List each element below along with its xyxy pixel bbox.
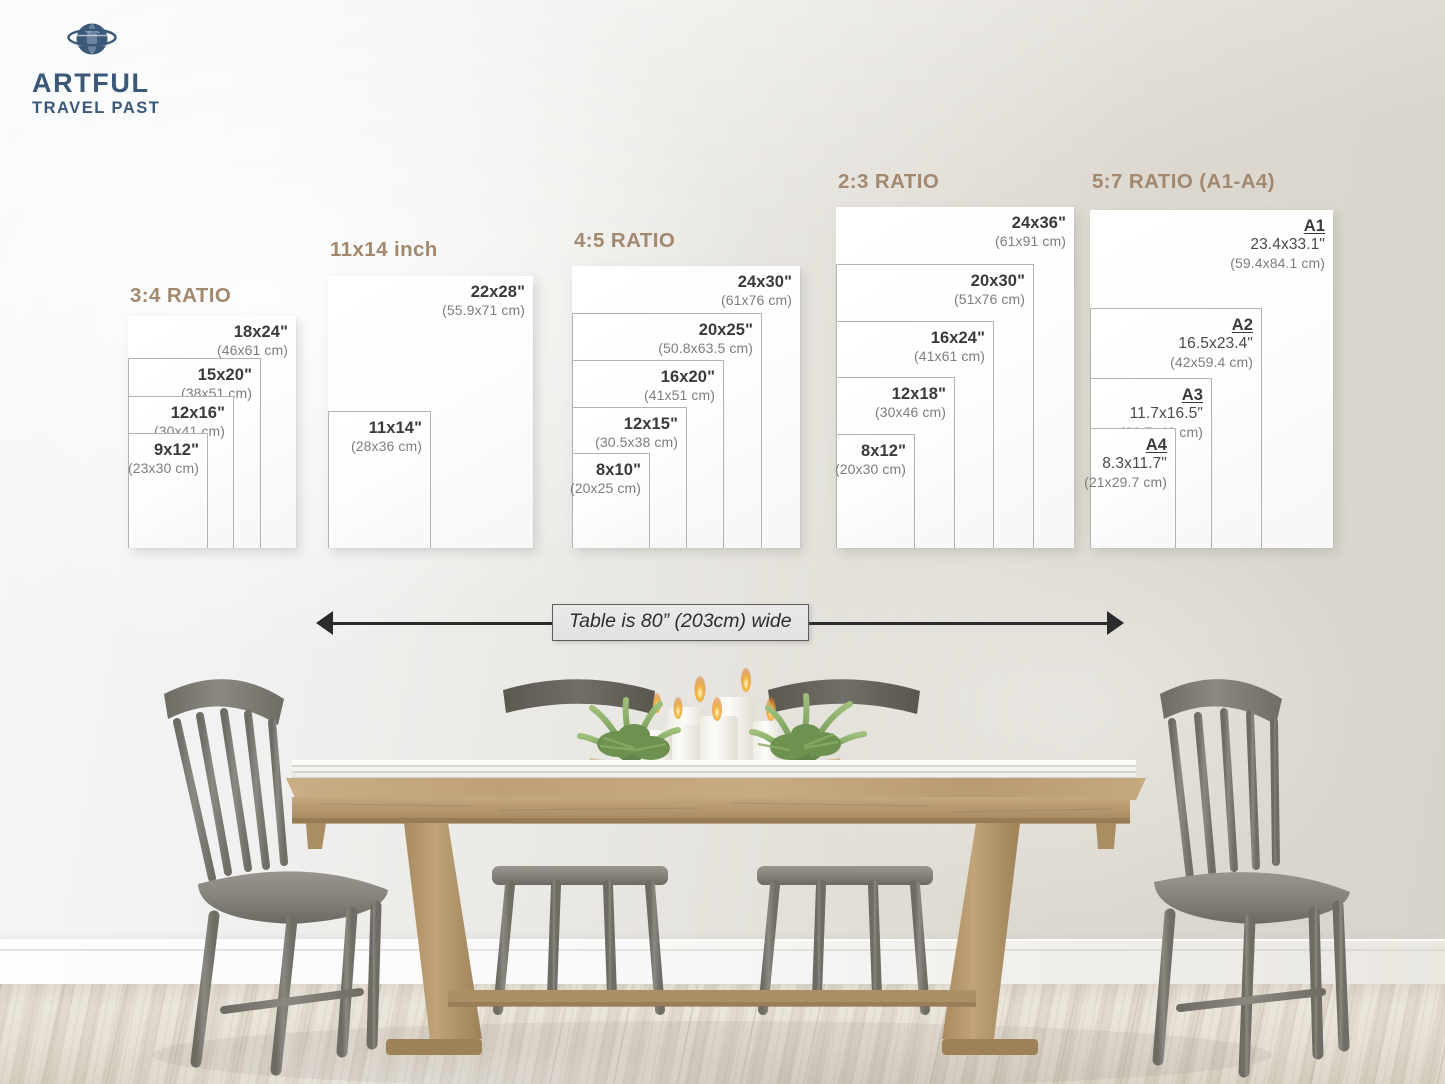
frame-a4[interactable]: A4 8.3x11.7" (21x29.7 cm): [1084, 428, 1176, 548]
frame-group-2-3-ratio: 2:3 RATIO 24x36" (61x91 cm) 20x30" (51x7…: [834, 170, 1084, 548]
arrow-right-icon: [1107, 611, 1124, 635]
frame-label-cm: (41x61 cm): [913, 348, 985, 365]
frame-label-cm: (30.5x38 cm): [595, 434, 678, 451]
frame-label-size: 8x10": [595, 461, 641, 479]
frame-11x14[interactable]: 11x14" (28x36 cm): [328, 411, 431, 548]
baseboard: [0, 939, 1445, 985]
frame-label-cm: (42x59.4 cm): [1170, 353, 1253, 370]
frame-group-3-4-ratio: 3:4 RATIO 18x24" (46x61 cm) 15x20" (38x5…: [128, 284, 318, 548]
frame-8x10[interactable]: 8x10" (20x25 cm): [569, 453, 650, 548]
frame-label-cm: (41x51 cm): [643, 387, 715, 404]
brand-logo[interactable]: ARTFUL TRAVEL PAST: [32, 18, 242, 118]
frame-label-size: A3: [1181, 386, 1203, 404]
frame-label-cm: (23x30 cm): [127, 460, 199, 477]
frame-group-4-5-ratio: 4:5 RATIO 24x30" (61x76 cm) 20x25" (50.8…: [569, 229, 807, 548]
frame-label-size: 12x15": [623, 415, 678, 433]
frame-label-size: 8x12": [860, 442, 906, 460]
frame-label-cm: (51x76 cm): [953, 291, 1025, 308]
frame-label-size: A1: [1303, 217, 1325, 235]
frame-label-size: 24x30": [737, 273, 792, 291]
frame-label-inches: 23.4x33.1": [1250, 236, 1325, 254]
frame-label-size: 12x16": [170, 404, 225, 422]
frame-group-11x14-inch: 11x14 inch 22x28" (55.9x71 cm) 11x14" (2…: [328, 238, 538, 548]
frame-label-size: 24x36": [1011, 214, 1066, 232]
frame-label-inches: 8.3x11.7": [1102, 455, 1167, 473]
frame-label-size: 18x24": [233, 323, 288, 341]
frame-label-size: 20x25": [698, 321, 753, 339]
group-title-2-3-ratio: 2:3 RATIO: [838, 170, 940, 193]
frame-label-cm: (30x46 cm): [874, 404, 946, 421]
table-width-measure: Table is 80” (203cm) wide: [316, 604, 1124, 642]
frame-label-cm: (61x76 cm): [720, 292, 792, 309]
frame-8x12[interactable]: 8x12" (20x30 cm): [834, 434, 915, 548]
frame-label-size: 15x20": [197, 366, 252, 384]
frame-label-cm: (20x25 cm): [569, 480, 641, 497]
frame-label-cm: (20x30 cm): [834, 461, 906, 478]
group-title-5-7-ratio: 5:7 RATIO (A1-A4): [1092, 170, 1275, 193]
frame-label-cm: (21x29.7 cm): [1084, 473, 1167, 490]
frame-label-cm: (61x91 cm): [994, 233, 1066, 250]
frame-label-cm: (46x61 cm): [216, 342, 288, 359]
frame-label-cm: (28x36 cm): [350, 438, 422, 455]
measure-label: Table is 80” (203cm) wide: [552, 604, 809, 641]
frame-label-size: 16x20": [660, 368, 715, 386]
frame-label-inches: 16.5x23.4": [1178, 335, 1253, 353]
frame-label-size: 20x30": [970, 272, 1025, 290]
frame-label-cm: (50.8x63.5 cm): [658, 340, 753, 357]
frame-group-5-7-ratio: 5:7 RATIO (A1-A4) A1 23.4x33.1" (59.4x84…: [1084, 170, 1342, 548]
frame-label-cm: (55.9x71 cm): [442, 302, 525, 319]
brand-name: ARTFUL: [32, 68, 150, 98]
group-title-4-5-ratio: 4:5 RATIO: [574, 229, 676, 252]
frame-label-size: 22x28": [470, 283, 525, 301]
frame-label-size: A2: [1231, 316, 1253, 334]
globe-icon: [67, 23, 117, 55]
frame-label-size: A4: [1145, 436, 1167, 454]
frame-label-cm: (59.4x84.1 cm): [1230, 254, 1325, 271]
frame-label-inches: 11.7x16.5": [1129, 405, 1203, 423]
frame-label-size: 12x18": [891, 385, 946, 403]
group-title-3-4-ratio: 3:4 RATIO: [130, 284, 232, 307]
group-title-11x14-inch: 11x14 inch: [330, 238, 438, 261]
frame-label-size: 11x14": [368, 419, 422, 437]
wood-floor: [0, 984, 1445, 1084]
frame-9x12[interactable]: 9x12" (23x30 cm): [128, 433, 208, 548]
frame-label-size: 16x24": [930, 329, 985, 347]
arrow-left-icon: [316, 611, 333, 635]
brand-tagline: TRAVEL PAST: [32, 99, 161, 117]
frame-label-size: 9x12": [153, 441, 199, 459]
